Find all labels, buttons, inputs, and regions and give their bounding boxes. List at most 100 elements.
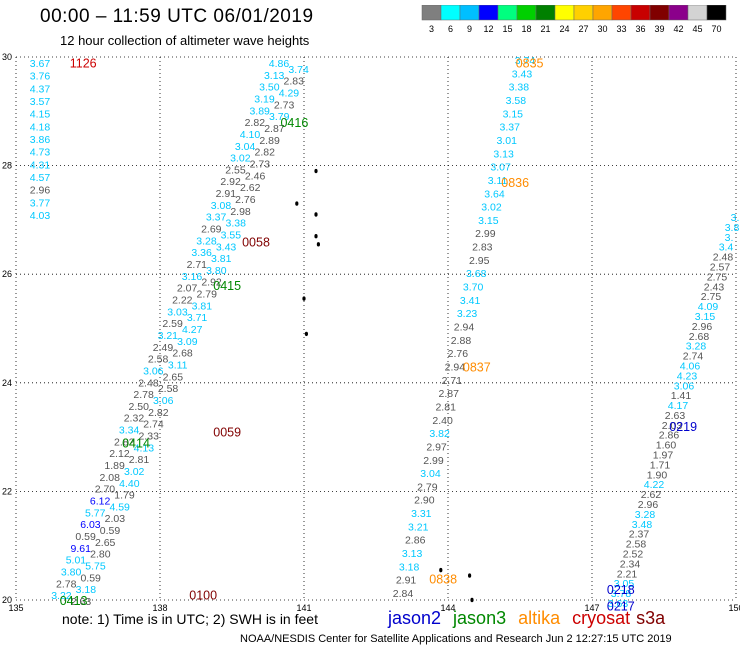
wave-height-value: 3.58: [506, 95, 527, 107]
wave-height-value: 3.4: [719, 242, 734, 254]
wave-height-value: 3.43: [512, 68, 533, 80]
wave-height-value: 4.40: [119, 478, 140, 490]
wave-height-value: 3.79: [269, 111, 290, 123]
wave-height-value: 3.55: [221, 229, 242, 241]
island-mark: [295, 201, 299, 206]
wave-height-value: 3.05: [614, 578, 635, 590]
altimeter-map[interactable]: 1351381411441471502022242628303.673.764.…: [0, 0, 740, 615]
wave-height-value: 2.71: [442, 375, 463, 387]
island-mark: [304, 331, 308, 337]
wave-height-value: 2.84: [393, 588, 414, 600]
wave-height-value: 3.13: [264, 70, 285, 82]
wave-height-value: 2.03: [105, 513, 126, 525]
pass-time-label: 0838: [429, 572, 457, 586]
wave-height-value: 4.13: [134, 442, 155, 454]
lat-tick-label: 24: [2, 378, 12, 388]
wave-height-value: 3.76: [30, 71, 51, 83]
wave-height-value: 3.63: [608, 598, 629, 610]
pass-time-label: 0219: [669, 420, 697, 434]
wave-height-value: 3.77: [30, 197, 51, 209]
wave-height-value: 3.15: [695, 311, 716, 323]
wave-height-value: 2.95: [469, 255, 490, 267]
wave-height-value: 2.96: [638, 499, 659, 511]
wave-height-value: 3.71: [187, 312, 208, 324]
wave-height-value: 3.64: [484, 188, 505, 200]
satellite-name-jason3: jason3: [453, 608, 507, 628]
wave-height-value: 3.11: [168, 360, 188, 372]
wave-height-value: 3.37: [500, 122, 521, 134]
wave-height-value: 2.52: [623, 549, 644, 561]
wave-height-value: 2.70: [95, 484, 116, 496]
wave-height-value: 2.65: [163, 371, 184, 383]
wave-height-value: 3.31: [411, 508, 432, 520]
wave-height-value: 2.07: [177, 283, 198, 295]
pass-time-label: 0415: [213, 279, 241, 293]
wave-height-value: 1.60: [656, 440, 677, 452]
wave-height-value: 2.76: [448, 348, 469, 360]
wave-height-value: 2.32: [124, 413, 145, 425]
pass-time-label: 0414: [122, 437, 150, 451]
pass-time-label: 0100: [189, 589, 217, 603]
wave-height-value: 1.90: [647, 469, 668, 481]
island-mark: [470, 597, 474, 603]
wave-height-value: 2.68: [689, 331, 710, 343]
island-mark: [302, 296, 306, 301]
wave-height-value: 4.86: [269, 58, 290, 70]
wave-height-value: 3.: [725, 232, 734, 244]
lon-tick-label: 135: [8, 603, 23, 613]
wave-height-value: 2.90: [414, 495, 435, 507]
legend-label: 33: [616, 24, 626, 34]
pass-time-label: 0059: [213, 426, 241, 440]
lon-tick-label: 144: [440, 603, 455, 613]
pass-time-label: 0416: [280, 116, 308, 130]
wave-height-value: 2.49: [153, 342, 174, 354]
wave-height-value: 3.: [731, 212, 740, 224]
wave-height-value: 3.28: [686, 341, 707, 353]
wave-height-value: 2.21: [617, 568, 638, 580]
wave-height-value: 2.78: [56, 578, 77, 590]
island-mark: [314, 233, 318, 239]
wave-height-value: 0.59: [80, 572, 101, 584]
wave-height-value: 2.87: [264, 123, 285, 135]
legend-label: 18: [521, 24, 531, 34]
wave-height-value: 4.18: [30, 121, 51, 133]
wave-height-value: 6.03: [80, 519, 101, 531]
legend-swatch: [706, 5, 727, 21]
wave-height-value: 2.75: [707, 271, 728, 283]
wave-height-value: 3.04: [420, 468, 441, 480]
legend-label: 21: [540, 24, 550, 34]
wave-height-value: 2.62: [240, 182, 261, 194]
island-mark: [314, 212, 318, 217]
wave-height-value: 2.76: [235, 194, 256, 206]
wave-height-value: 3.68: [466, 268, 487, 280]
wave-height-value: 2.33: [138, 430, 159, 442]
wave-height-value: 2.86: [405, 535, 426, 547]
wave-height-value: 0.59: [75, 531, 96, 543]
wave-height-value: 2.57: [710, 261, 731, 273]
wave-height-value: 4.57: [30, 172, 51, 184]
wave-height-value: 3.28: [196, 235, 217, 247]
wave-height-value: 2.75: [701, 291, 722, 303]
lat-tick-label: 22: [2, 486, 12, 496]
wave-height-value: 2.03: [662, 420, 683, 432]
legend-label: 6: [448, 24, 453, 34]
wave-height-value: 1.71: [650, 459, 671, 471]
wave-height-value: 0.59: [100, 525, 121, 537]
wave-height-value: 3.06: [674, 380, 695, 392]
wave-height-value: 1.41: [671, 390, 692, 402]
wave-height-value: 3.80: [206, 265, 227, 277]
wave-height-value: 2.12: [109, 448, 130, 460]
wave-height-value: 3.48: [632, 519, 653, 531]
island-mark: [316, 242, 320, 247]
wave-height-value: 2.96: [692, 321, 713, 333]
wave-height-value: 3.21: [158, 330, 179, 342]
wave-height-value: 1.89: [104, 460, 125, 472]
wave-height-value: 2.50: [129, 401, 150, 413]
wave-height-value: 2.48: [713, 252, 734, 264]
wave-height-value: 3.86: [30, 134, 51, 146]
wave-height-value: 2.59: [162, 318, 183, 330]
wave-height-value: 5.77: [85, 507, 106, 519]
wave-height-value: 3.57: [30, 96, 51, 108]
wave-height-value: 3.03: [167, 306, 188, 318]
wave-height-value: 2.48: [138, 377, 159, 389]
